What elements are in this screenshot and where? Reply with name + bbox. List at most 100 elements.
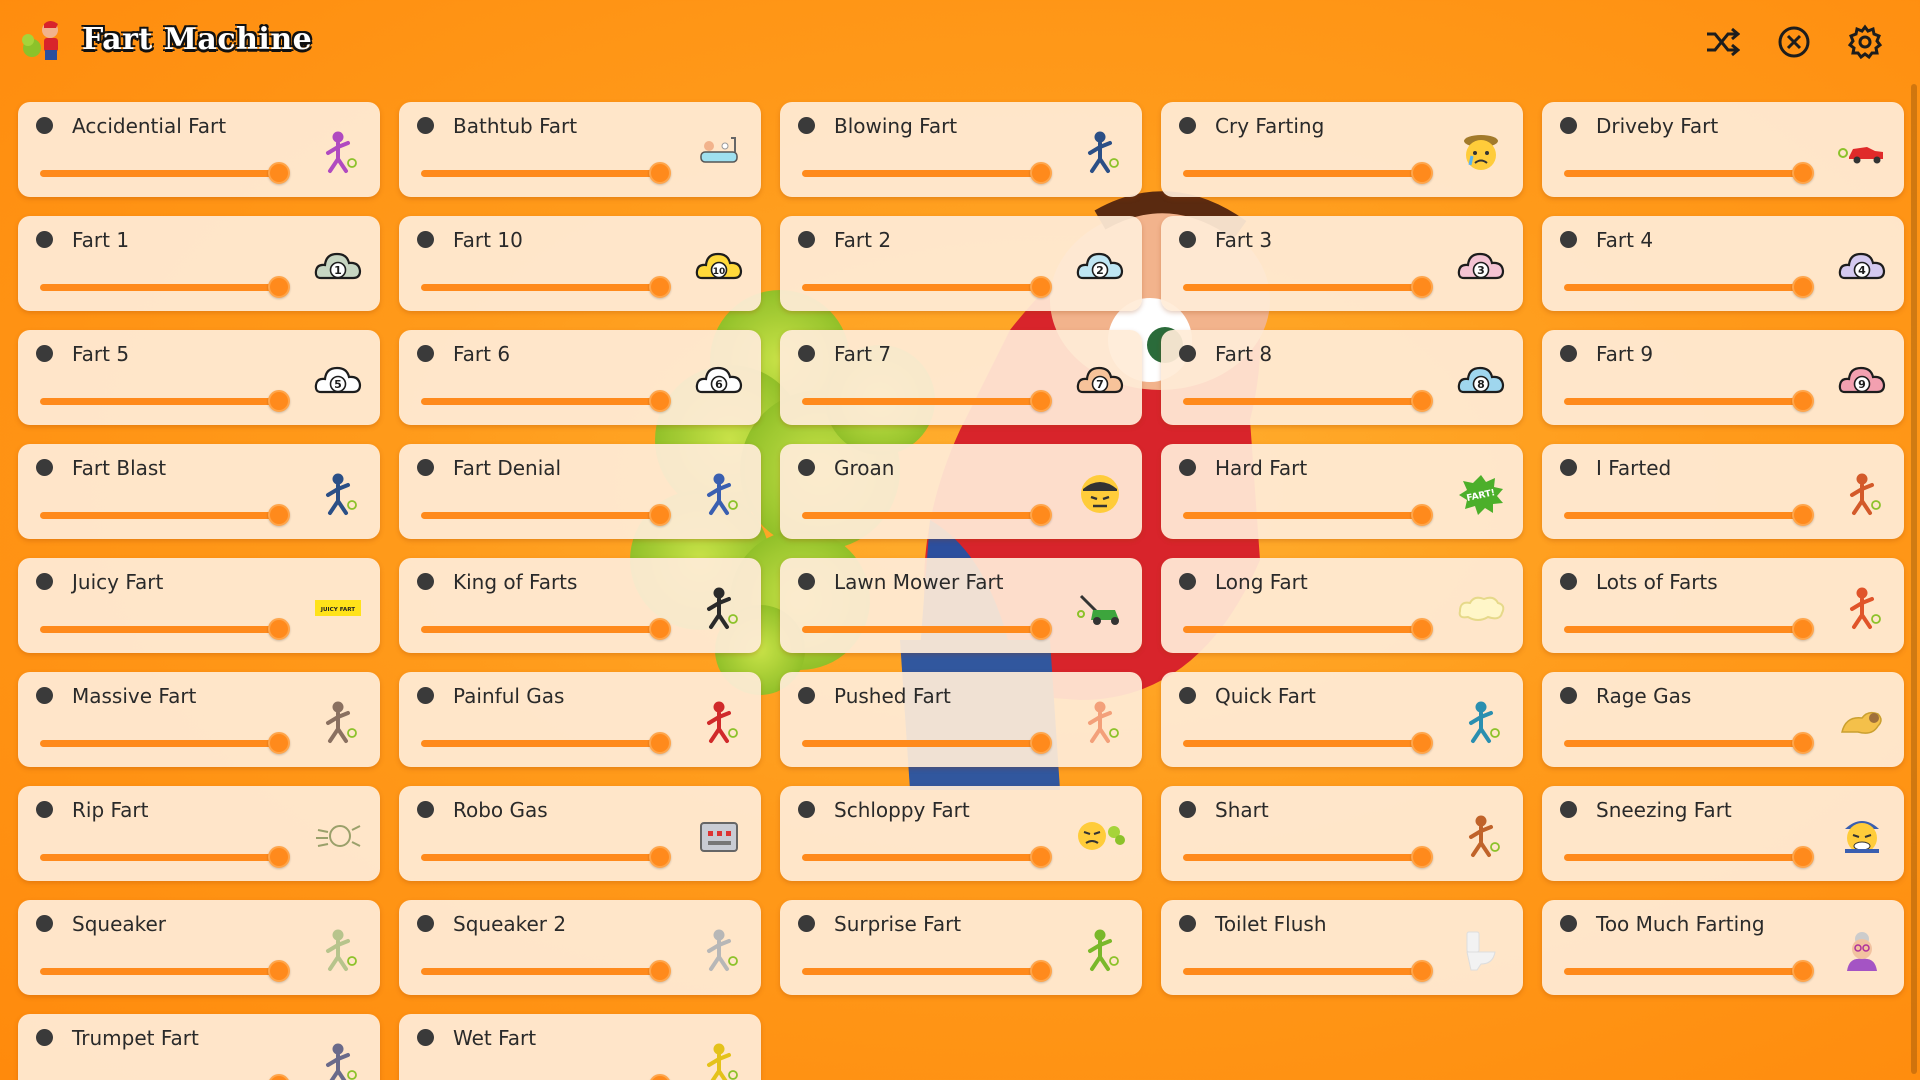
- volume-slider-thumb[interactable]: [268, 390, 290, 412]
- volume-slider[interactable]: [40, 960, 290, 982]
- sound-card[interactable]: Trumpet Fart: [18, 1014, 380, 1080]
- sound-card[interactable]: Accidential Fart: [18, 102, 380, 197]
- volume-slider[interactable]: [802, 504, 1052, 526]
- sound-card[interactable]: Bathtub Fart: [399, 102, 761, 197]
- volume-slider-thumb[interactable]: [1030, 390, 1052, 412]
- volume-slider[interactable]: [802, 732, 1052, 754]
- volume-slider[interactable]: [1183, 732, 1433, 754]
- volume-slider-thumb[interactable]: [268, 504, 290, 526]
- sound-card[interactable]: Rip Fart: [18, 786, 380, 881]
- volume-slider[interactable]: [421, 162, 671, 184]
- volume-slider[interactable]: [1564, 504, 1814, 526]
- volume-slider[interactable]: [1183, 960, 1433, 982]
- sound-card[interactable]: Fart 3 3: [1161, 216, 1523, 311]
- sound-card[interactable]: Surprise Fart: [780, 900, 1142, 995]
- sound-card[interactable]: Toilet Flush: [1161, 900, 1523, 995]
- volume-slider[interactable]: [421, 960, 671, 982]
- volume-slider-thumb[interactable]: [649, 846, 671, 868]
- volume-slider-thumb[interactable]: [1411, 276, 1433, 298]
- sound-card[interactable]: Massive Fart: [18, 672, 380, 767]
- sound-card[interactable]: I Farted: [1542, 444, 1904, 539]
- volume-slider[interactable]: [421, 276, 671, 298]
- volume-slider-thumb[interactable]: [649, 732, 671, 754]
- sound-card[interactable]: Groan: [780, 444, 1142, 539]
- volume-slider[interactable]: [1564, 162, 1814, 184]
- sound-card[interactable]: Fart 10 10: [399, 216, 761, 311]
- sound-card[interactable]: Pushed Fart: [780, 672, 1142, 767]
- volume-slider-thumb[interactable]: [649, 504, 671, 526]
- sound-card[interactable]: Painful Gas: [399, 672, 761, 767]
- volume-slider-thumb[interactable]: [1792, 390, 1814, 412]
- volume-slider-thumb[interactable]: [1030, 276, 1052, 298]
- sound-card[interactable]: Fart 7 7: [780, 330, 1142, 425]
- sound-card[interactable]: Long Fart: [1161, 558, 1523, 653]
- sound-card[interactable]: Shart: [1161, 786, 1523, 881]
- volume-slider-thumb[interactable]: [1030, 618, 1052, 640]
- volume-slider[interactable]: [40, 846, 290, 868]
- sound-card[interactable]: Lawn Mower Fart: [780, 558, 1142, 653]
- sound-card[interactable]: Fart 2 2: [780, 216, 1142, 311]
- sound-card[interactable]: Wet Fart: [399, 1014, 761, 1080]
- sound-card[interactable]: Fart 6 6: [399, 330, 761, 425]
- volume-slider[interactable]: [1183, 618, 1433, 640]
- volume-slider-thumb[interactable]: [1030, 162, 1052, 184]
- volume-slider[interactable]: [1564, 732, 1814, 754]
- volume-slider-thumb[interactable]: [1411, 390, 1433, 412]
- volume-slider-thumb[interactable]: [1411, 618, 1433, 640]
- volume-slider-thumb[interactable]: [1030, 732, 1052, 754]
- volume-slider[interactable]: [40, 162, 290, 184]
- sound-card[interactable]: Hard Fart FART!: [1161, 444, 1523, 539]
- volume-slider[interactable]: [40, 618, 290, 640]
- volume-slider[interactable]: [1564, 276, 1814, 298]
- volume-slider[interactable]: [802, 618, 1052, 640]
- volume-slider-thumb[interactable]: [1030, 846, 1052, 868]
- sound-card[interactable]: Squeaker: [18, 900, 380, 995]
- volume-slider[interactable]: [1564, 618, 1814, 640]
- sound-card[interactable]: Lots of Farts: [1542, 558, 1904, 653]
- sound-card[interactable]: Robo Gas: [399, 786, 761, 881]
- sound-card[interactable]: Schloppy Fart: [780, 786, 1142, 881]
- sound-card[interactable]: Sneezing Fart: [1542, 786, 1904, 881]
- volume-slider-thumb[interactable]: [268, 846, 290, 868]
- sound-card[interactable]: Fart 1 1: [18, 216, 380, 311]
- volume-slider-thumb[interactable]: [1792, 960, 1814, 982]
- volume-slider-thumb[interactable]: [1411, 960, 1433, 982]
- sound-card[interactable]: Juicy Fart JUICY FART: [18, 558, 380, 653]
- volume-slider-thumb[interactable]: [268, 732, 290, 754]
- volume-slider-thumb[interactable]: [1792, 276, 1814, 298]
- sound-card[interactable]: Too Much Farting: [1542, 900, 1904, 995]
- volume-slider[interactable]: [1183, 162, 1433, 184]
- volume-slider-thumb[interactable]: [1030, 504, 1052, 526]
- volume-slider[interactable]: [1564, 846, 1814, 868]
- sound-card[interactable]: Fart Blast: [18, 444, 380, 539]
- sound-card[interactable]: Fart 5 5: [18, 330, 380, 425]
- volume-slider[interactable]: [421, 846, 671, 868]
- scrollbar[interactable]: [1911, 84, 1917, 1074]
- volume-slider[interactable]: [1564, 390, 1814, 412]
- volume-slider[interactable]: [421, 732, 671, 754]
- volume-slider[interactable]: [40, 732, 290, 754]
- volume-slider-thumb[interactable]: [1030, 960, 1052, 982]
- volume-slider[interactable]: [40, 390, 290, 412]
- volume-slider-thumb[interactable]: [649, 162, 671, 184]
- sound-card[interactable]: Squeaker 2: [399, 900, 761, 995]
- volume-slider[interactable]: [1183, 504, 1433, 526]
- volume-slider[interactable]: [40, 276, 290, 298]
- volume-slider-thumb[interactable]: [268, 1074, 290, 1080]
- volume-slider-thumb[interactable]: [268, 960, 290, 982]
- volume-slider[interactable]: [421, 390, 671, 412]
- volume-slider-thumb[interactable]: [1792, 504, 1814, 526]
- volume-slider-thumb[interactable]: [649, 276, 671, 298]
- sound-card[interactable]: Fart 4 4: [1542, 216, 1904, 311]
- sound-card[interactable]: Rage Gas: [1542, 672, 1904, 767]
- sound-card[interactable]: Driveby Fart: [1542, 102, 1904, 197]
- volume-slider-thumb[interactable]: [268, 618, 290, 640]
- volume-slider-thumb[interactable]: [649, 960, 671, 982]
- volume-slider-thumb[interactable]: [649, 618, 671, 640]
- volume-slider[interactable]: [802, 960, 1052, 982]
- shuffle-button[interactable]: [1700, 20, 1744, 64]
- volume-slider-thumb[interactable]: [1411, 504, 1433, 526]
- volume-slider[interactable]: [802, 276, 1052, 298]
- volume-slider-thumb[interactable]: [1792, 618, 1814, 640]
- sound-card[interactable]: Fart 9 9: [1542, 330, 1904, 425]
